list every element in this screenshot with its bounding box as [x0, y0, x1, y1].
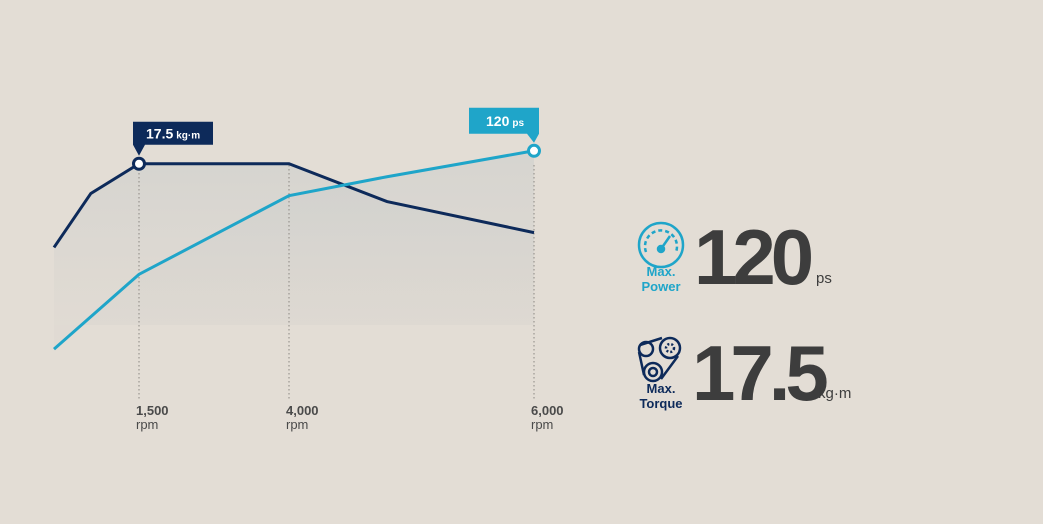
x-unit-label: rpm [136, 417, 158, 432]
x-unit-label: rpm [286, 417, 308, 432]
x-tick-label: 6,000 [531, 403, 564, 418]
peak-marker [132, 156, 146, 171]
spec-value: 120 [694, 213, 812, 301]
callout-box [133, 121, 213, 156]
spec-value: 17.5 [692, 329, 827, 417]
line [53, 149, 535, 351]
callout-unit: kg·m [176, 130, 200, 141]
x-tick-label: 1,500 [136, 403, 169, 418]
spec-label: Torque [639, 396, 682, 411]
area [54, 150, 534, 350]
torque-icon [637, 336, 682, 383]
x-tick-label: 4,000 [286, 403, 319, 418]
spec-item: Max.Torque 17.5kg·m [639, 329, 851, 417]
callout-label: 17.5 kg·m [146, 125, 200, 141]
callout-value: 120 [486, 113, 510, 129]
line [52, 162, 535, 249]
spec-label: Power [641, 279, 680, 294]
callout-label: 120 ps [486, 113, 524, 129]
power-icon [637, 221, 685, 269]
spec-item: Max.Power 120 ps [641, 213, 831, 301]
spec-unit: kg·m [818, 385, 851, 402]
peak-marker [527, 143, 541, 158]
spec-label: Max. [647, 381, 676, 396]
callout-box [469, 107, 539, 143]
spec-label: Max. [647, 264, 676, 279]
callout-unit: ps [512, 118, 524, 129]
x-unit-label: rpm [531, 417, 553, 432]
callout-value: 17.5 [146, 125, 173, 141]
spec-unit: ps [816, 270, 832, 287]
